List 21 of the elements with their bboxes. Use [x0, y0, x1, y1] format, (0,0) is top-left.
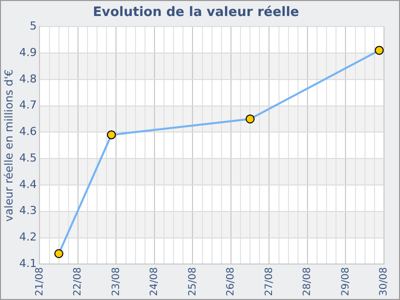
x-tick-label: 27/08 [264, 267, 275, 296]
x-tick-label: 29/08 [340, 267, 352, 296]
y-tick-label: 4.3 [19, 204, 37, 218]
y-tick-label: 4.4 [19, 178, 37, 191]
y-tick-label: 4.8 [19, 72, 37, 86]
x-tick-label: 21/08 [34, 267, 46, 296]
x-tick-label: 23/08 [110, 267, 122, 296]
chart-title: Evolution de la valeur réelle [92, 5, 300, 20]
y-tick-label: 5 [30, 19, 37, 32]
x-tick-label: 25/08 [187, 267, 198, 296]
y-tick-label: 4.6 [19, 125, 37, 138]
y-tick-label: 4.5 [19, 151, 37, 164]
y-tick-label: 4.7 [19, 98, 37, 112]
x-tick-label: 24/08 [149, 267, 160, 296]
x-tick-label: 30/08 [378, 267, 390, 296]
y-axis-title: valeur réelle en millions d'€ [2, 69, 16, 222]
x-tick-label: 28/08 [302, 267, 314, 296]
x-tick-label: 26/08 [226, 267, 237, 296]
y-tick-label: 4.9 [19, 46, 37, 59]
y-tick-label: 4.2 [19, 230, 37, 244]
x-tick-label: 22/08 [72, 267, 84, 296]
